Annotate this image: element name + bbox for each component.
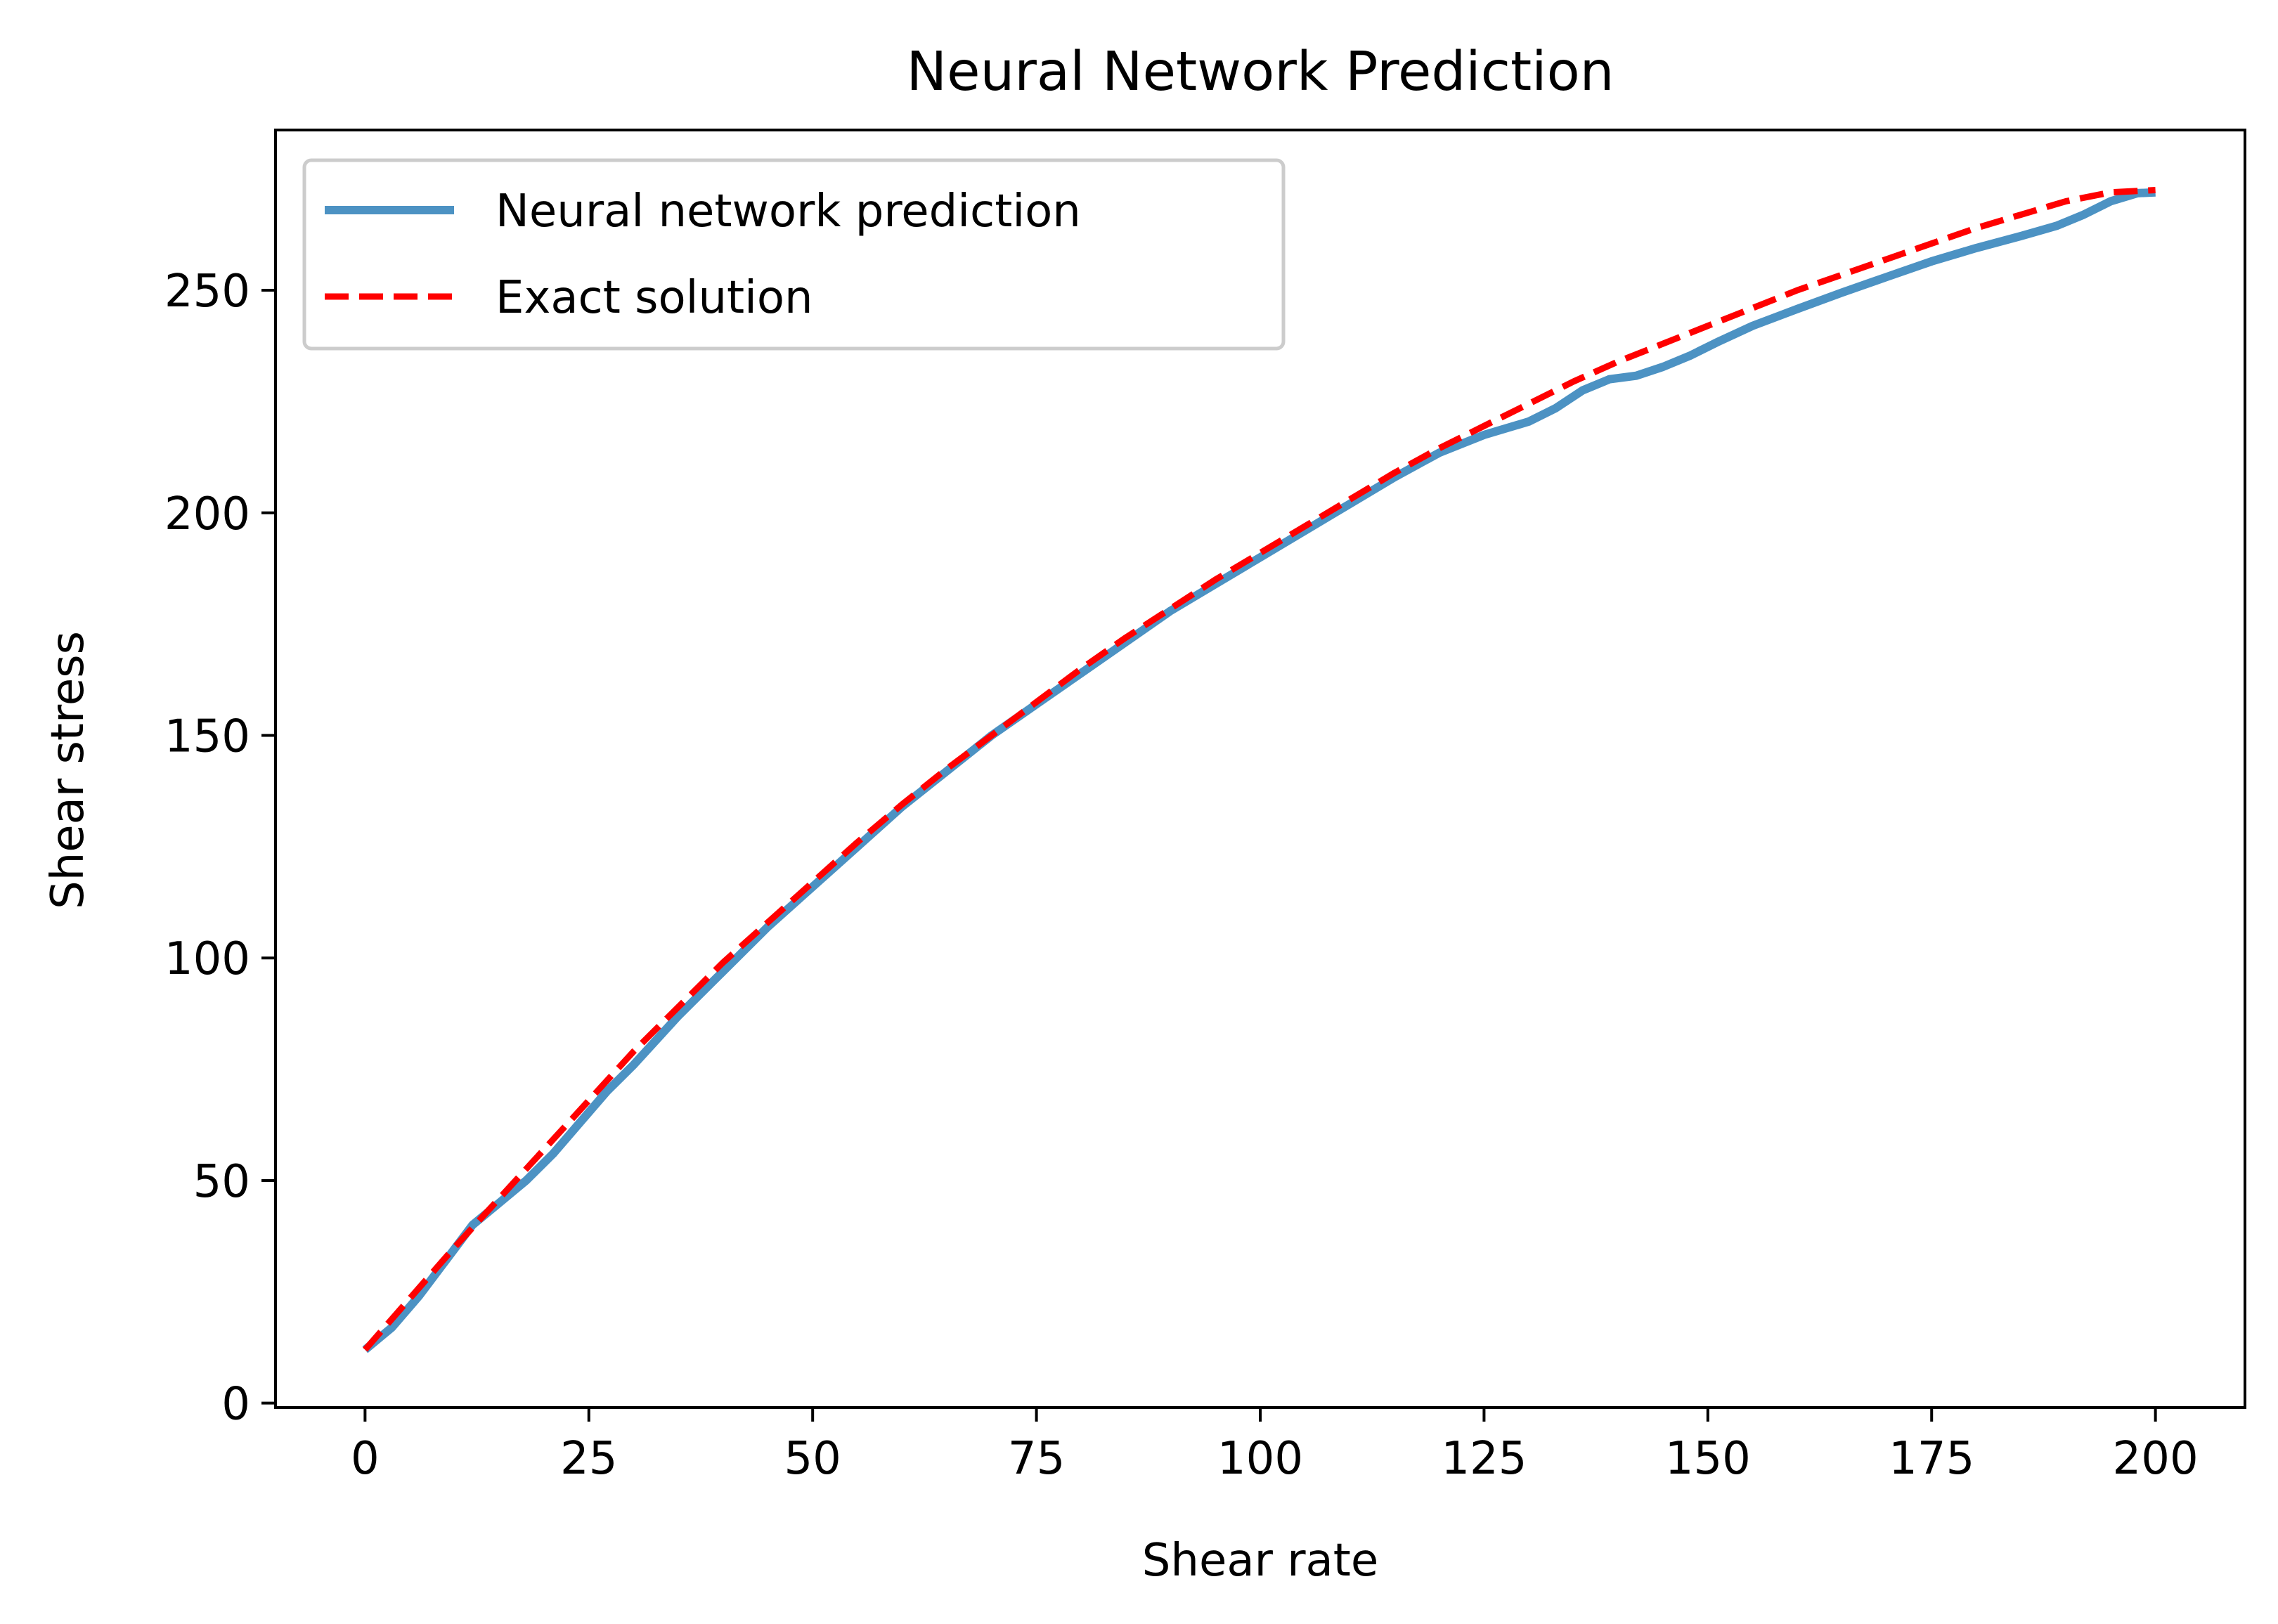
x-tick-label: 175 — [1889, 1433, 1974, 1485]
x-tick-label: 200 — [2113, 1433, 2199, 1485]
x-axis-ticks: 0 25 50 75 100 125 150 175 200 — [351, 1408, 2199, 1485]
y-tick-label: 0 — [221, 1379, 250, 1431]
x-axis-label: Shear rate — [1142, 1535, 1378, 1587]
legend: Neural network prediction Exact solution — [302, 158, 1286, 351]
chart-title: Neural Network Prediction — [907, 41, 1614, 103]
legend-label-neural-network: Neural network prediction — [496, 186, 1081, 238]
series-line-neural-network-prediction — [362, 188, 2156, 1353]
x-tick-label: 100 — [1217, 1433, 1303, 1485]
x-tick-label: 75 — [1008, 1433, 1065, 1485]
y-tick-label: 50 — [193, 1156, 250, 1208]
y-tick-label: 250 — [164, 266, 250, 318]
y-axis-label: Shear stress — [42, 631, 94, 909]
legend-box — [302, 158, 1286, 351]
x-tick-label: 125 — [1441, 1433, 1527, 1485]
y-tick-label: 150 — [164, 710, 250, 762]
plot-area — [362, 187, 2156, 1353]
legend-label-exact-solution: Exact solution — [496, 272, 813, 324]
y-axis-ticks: 0 50 100 150 200 250 — [164, 266, 276, 1431]
y-tick-label: 100 — [164, 933, 250, 985]
series-line-exact-solution — [363, 187, 2156, 1352]
x-tick-label: 25 — [560, 1433, 617, 1485]
x-tick-label: 50 — [784, 1433, 841, 1485]
x-tick-label: 150 — [1665, 1433, 1751, 1485]
x-tick-label: 0 — [351, 1433, 380, 1485]
y-tick-label: 200 — [164, 488, 250, 540]
plot-frame — [274, 129, 2246, 1409]
